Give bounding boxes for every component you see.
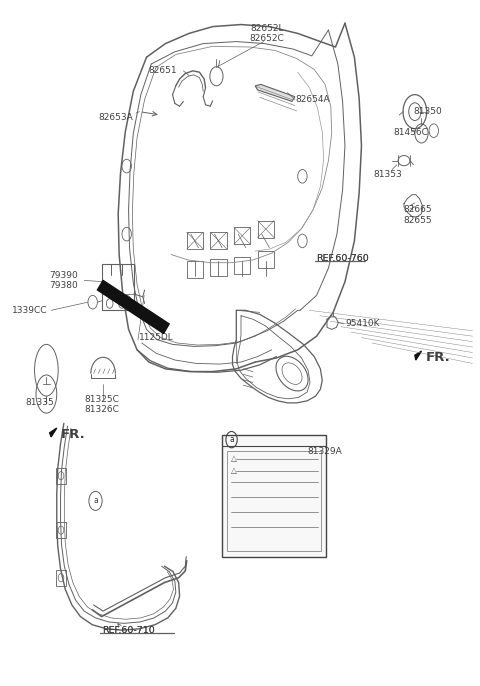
Text: REF.60-760: REF.60-760 <box>316 254 369 263</box>
Text: 82651: 82651 <box>149 67 177 75</box>
Polygon shape <box>415 351 421 360</box>
Text: 81329A: 81329A <box>307 447 342 456</box>
Bar <box>258 251 274 268</box>
Text: 82654A: 82654A <box>295 95 330 104</box>
Text: 81325C
81326C: 81325C 81326C <box>84 394 119 414</box>
Polygon shape <box>97 281 169 333</box>
Text: a: a <box>229 435 234 444</box>
Bar <box>210 259 227 276</box>
Bar <box>234 227 251 244</box>
Bar <box>102 264 134 310</box>
Text: 82653A: 82653A <box>98 113 133 121</box>
Bar <box>227 451 321 552</box>
Text: 81456C: 81456C <box>394 128 429 137</box>
Text: REF.60-710: REF.60-710 <box>102 626 155 635</box>
Text: △: △ <box>230 466 237 475</box>
Bar <box>187 232 203 249</box>
Text: 1339CC: 1339CC <box>12 306 48 315</box>
Text: 81350: 81350 <box>413 107 442 116</box>
Text: REF.60-710: REF.60-710 <box>102 626 155 635</box>
Bar <box>187 261 203 279</box>
Polygon shape <box>255 84 295 102</box>
Bar <box>56 522 66 539</box>
Bar <box>56 468 66 484</box>
Text: 79390
79380: 79390 79380 <box>49 271 78 290</box>
Text: a: a <box>93 497 98 506</box>
Bar <box>210 232 227 249</box>
Text: 81353: 81353 <box>373 169 402 179</box>
Text: FR.: FR. <box>60 428 85 441</box>
Text: REF.60-760: REF.60-760 <box>316 254 369 263</box>
Text: 82665
82655: 82665 82655 <box>404 205 432 225</box>
Text: 1125DL: 1125DL <box>139 333 174 342</box>
Text: △: △ <box>230 454 237 463</box>
Bar <box>56 569 66 586</box>
Bar <box>258 220 274 237</box>
Text: 81335: 81335 <box>26 399 55 407</box>
Text: FR.: FR. <box>426 351 451 364</box>
Bar <box>234 257 251 274</box>
Bar <box>222 435 326 557</box>
Text: 82652L
82652C: 82652L 82652C <box>250 24 284 43</box>
Polygon shape <box>49 428 57 437</box>
Text: 95410K: 95410K <box>345 320 380 329</box>
